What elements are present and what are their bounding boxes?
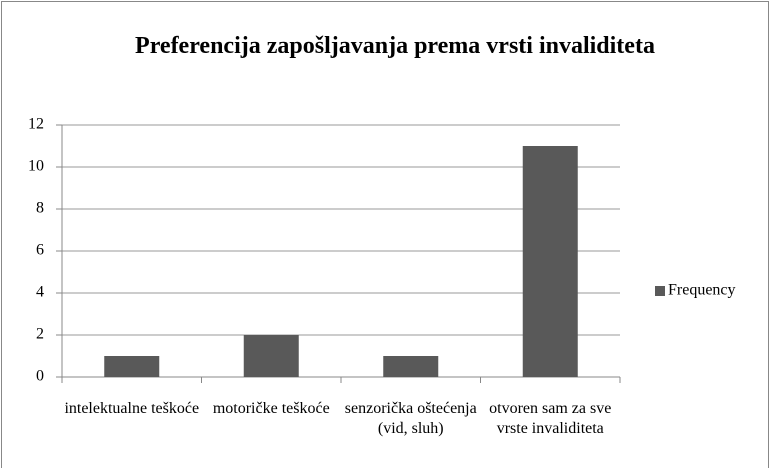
bar: [243, 335, 299, 377]
y-tick-label: 10: [28, 158, 44, 175]
x-tick-label: motoričke teškoće: [213, 400, 330, 417]
y-tick-label: 4: [36, 284, 44, 301]
x-tick-label: senzorička oštećenja (vid, sluh): [345, 400, 477, 437]
y-tick-label: 12: [28, 116, 44, 133]
y-tick-label: 2: [36, 326, 44, 343]
chart-title: Preferencija zapošljavanja prema vrsti i…: [135, 33, 655, 59]
legend-swatch: [655, 286, 665, 296]
y-tick-label: 6: [36, 242, 44, 259]
bar: [383, 356, 439, 377]
x-tick-label: intelektualne teškoće: [64, 400, 199, 417]
y-tick-label: 0: [36, 368, 44, 385]
legend-label: Frequency: [668, 282, 736, 299]
bar: [104, 356, 160, 377]
x-tick-label: otvoren sam za sve vrste invaliditeta: [489, 400, 611, 437]
y-tick-label: 8: [36, 200, 44, 217]
bar: [522, 146, 578, 377]
